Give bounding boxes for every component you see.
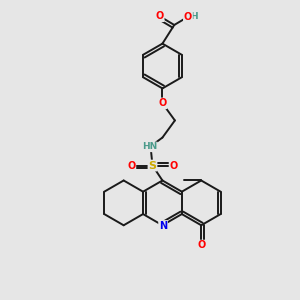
Text: O: O [184, 12, 192, 22]
Text: H: H [190, 12, 197, 21]
Text: O: O [155, 11, 164, 21]
Text: N: N [159, 221, 167, 231]
Text: S: S [148, 160, 157, 171]
Text: O: O [158, 98, 166, 108]
Text: O: O [197, 241, 206, 250]
Text: O: O [169, 160, 178, 171]
Text: HN: HN [142, 142, 157, 152]
Text: O: O [127, 160, 136, 171]
